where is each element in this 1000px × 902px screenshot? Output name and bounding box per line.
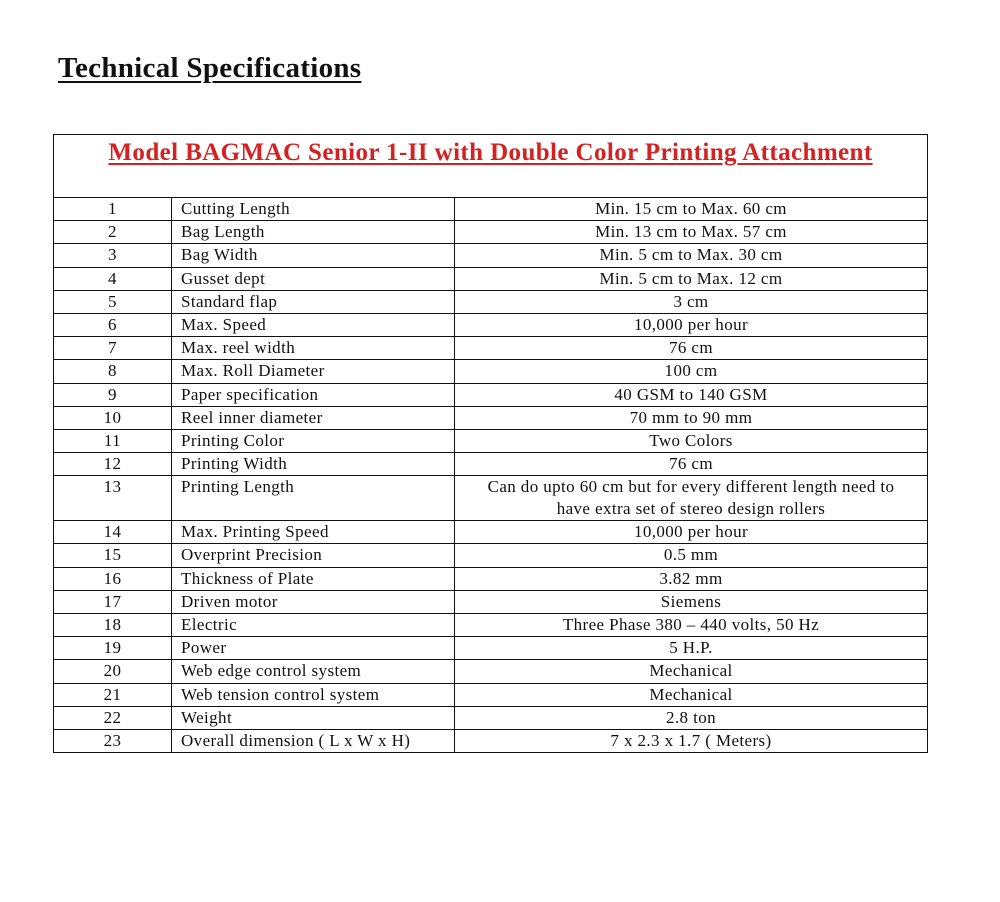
- parameter-cell: Max. Roll Diameter: [171, 359, 455, 384]
- parameter-cell: Max. Printing Speed: [171, 520, 455, 545]
- parameter-cell: Weight: [171, 705, 455, 730]
- table-row: 23 Overall dimension ( L x W x H) 7 x 2.3 …: [53, 728, 929, 754]
- row-number: 20: [53, 659, 172, 684]
- table-row: 6 Max. Speed 10,000 per hour: [53, 312, 929, 338]
- parameter-cell: Gusset dept: [171, 266, 455, 291]
- value-cell: 100 cm: [453, 359, 929, 384]
- value-cell: Can do upto 60 cm but for every differen…: [453, 475, 929, 522]
- row-number: 14: [53, 520, 172, 545]
- parameter-cell: Cutting Length: [171, 196, 455, 222]
- parameter-cell: Web edge control system: [171, 659, 455, 684]
- row-number: 4: [53, 266, 172, 291]
- row-number: 18: [53, 612, 172, 638]
- parameter-cell: Standard flap: [171, 289, 455, 314]
- parameter-cell: Printing Width: [171, 452, 455, 477]
- value-cell: 2.8 ton: [453, 705, 929, 730]
- table-row: 16 Thickness of Plate 3.82 mm: [53, 566, 929, 591]
- row-number: 15: [53, 543, 172, 568]
- value-cell: 3 cm: [453, 289, 929, 314]
- row-number: 13: [53, 475, 172, 522]
- row-number: 8: [53, 359, 172, 384]
- row-number: 17: [53, 589, 172, 615]
- parameter-cell: Max. reel width: [171, 336, 455, 361]
- value-cell: Min. 5 cm to Max. 12 cm: [453, 266, 929, 291]
- model-title: Model BAGMAC Senior 1-II with Double Col…: [108, 139, 873, 166]
- parameter-cell: Thickness of Plate: [171, 566, 455, 591]
- table-row: 2 Bag Length Min. 13 cm to Max. 57 cm: [53, 220, 929, 245]
- table-row: 11 Printing Color Two Colors: [53, 428, 929, 454]
- table-row: 8 Max. Roll Diameter 100 cm: [53, 359, 929, 384]
- value-cell: 5 H.P.: [453, 636, 929, 661]
- parameter-cell: Power: [171, 636, 455, 661]
- row-number: 7: [53, 336, 172, 361]
- value-cell: 76 cm: [453, 452, 929, 477]
- row-number: 2: [53, 220, 172, 245]
- parameter-cell: Bag Width: [171, 243, 455, 268]
- row-number: 1: [53, 196, 172, 222]
- value-cell: Siemens: [453, 589, 929, 615]
- parameter-cell: Electric: [171, 612, 455, 638]
- table-row: 9 Paper specification 40 GSM to 140 GSM: [53, 382, 929, 407]
- row-number: 3: [53, 243, 172, 268]
- row-number: 12: [53, 452, 172, 477]
- parameter-cell: Overprint Precision: [171, 543, 455, 568]
- row-number: 22: [53, 705, 172, 730]
- page-heading: Technical Specifications: [58, 52, 362, 84]
- value-cell: 76 cm: [453, 336, 929, 361]
- table-row: 22 Weight 2.8 ton: [53, 705, 929, 730]
- value-cell: Min. 5 cm to Max. 30 cm: [453, 243, 929, 268]
- table-row: 5 Standard flap 3 cm: [53, 289, 929, 314]
- row-number: 21: [53, 682, 172, 707]
- value-cell: 10,000 per hour: [453, 312, 929, 338]
- table-title-row: Model BAGMAC Senior 1-II with Double Col…: [52, 134, 929, 198]
- row-number: 5: [53, 289, 172, 314]
- row-number: 11: [53, 428, 172, 454]
- value-cell: 40 GSM to 140 GSM: [453, 382, 929, 407]
- parameter-cell: Max. Speed: [171, 312, 455, 338]
- parameter-cell: Printing Length: [171, 475, 455, 522]
- table-row: 21 Web tension control system Mechanical: [53, 682, 929, 707]
- value-cell: Mechanical: [453, 682, 929, 707]
- table-row: 1 Cutting Length Min. 15 cm to Max. 60 cm: [53, 196, 929, 222]
- table-row: 18 Electric Three Phase 380 – 440 volts, 5…: [53, 612, 929, 638]
- value-cell: Mechanical: [453, 659, 929, 684]
- row-number: 10: [53, 405, 172, 430]
- value-cell: 10,000 per hour: [453, 520, 929, 545]
- row-number: 23: [53, 728, 172, 754]
- table-row: 3 Bag Width Min. 5 cm to Max. 30 cm: [53, 243, 929, 268]
- value-cell: Min. 15 cm to Max. 60 cm: [453, 196, 929, 222]
- value-cell: 70 mm to 90 mm: [453, 405, 929, 430]
- value-cell: Two Colors: [453, 428, 929, 454]
- table-row: 17 Driven motor Siemens: [53, 589, 929, 615]
- row-number: 19: [53, 636, 172, 661]
- table-row: 10 Reel inner diameter 70 mm to 90 mm: [53, 405, 929, 430]
- table-row: 7 Max. reel width 76 cm: [53, 336, 929, 361]
- table-title-cell: Model BAGMAC Senior 1-II with Double Col…: [52, 134, 929, 198]
- row-number: 16: [53, 566, 172, 591]
- row-number: 9: [53, 382, 172, 407]
- value-cell: 3.82 mm: [453, 566, 929, 591]
- parameter-cell: Web tension control system: [171, 682, 455, 707]
- parameter-cell: Reel inner diameter: [171, 405, 455, 430]
- value-cell: Min. 13 cm to Max. 57 cm: [453, 220, 929, 245]
- parameter-cell: Driven motor: [171, 589, 455, 615]
- parameter-cell: Bag Length: [171, 220, 455, 245]
- table-row: 4 Gusset dept Min. 5 cm to Max. 12 cm: [53, 266, 929, 291]
- table-row: 15 Overprint Precision 0.5 mm: [53, 543, 929, 568]
- table-row: 13 Printing Length Can do upto 60 cm but f…: [53, 475, 929, 522]
- value-cell: Three Phase 380 – 440 volts, 50 Hz: [453, 612, 929, 638]
- table-row: 20 Web edge control system Mechanical: [53, 659, 929, 684]
- row-number: 6: [53, 312, 172, 338]
- value-cell: 7 x 2.3 x 1.7 ( Meters): [453, 728, 929, 754]
- value-cell: 0.5 mm: [453, 543, 929, 568]
- parameter-cell: Overall dimension ( L x W x H): [171, 728, 455, 754]
- table-row: 12 Printing Width 76 cm: [53, 452, 929, 477]
- parameter-cell: Printing Color: [171, 428, 455, 454]
- parameter-cell: Paper specification: [171, 382, 455, 407]
- spec-table: Model BAGMAC Senior 1-II with Double Col…: [52, 134, 929, 754]
- table-row: 19 Power 5 H.P.: [53, 636, 929, 661]
- table-row: 14 Max. Printing Speed 10,000 per hour: [53, 520, 929, 545]
